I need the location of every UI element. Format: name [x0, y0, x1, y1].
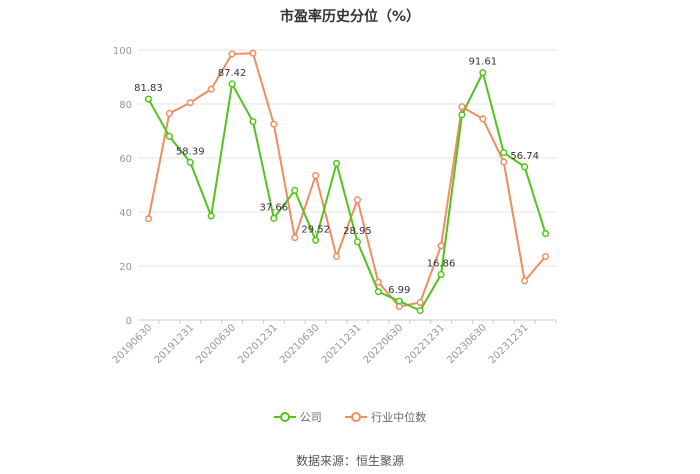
data-label: 37.66: [260, 202, 289, 213]
data-source-note: 数据来源：恒生聚源: [295, 454, 404, 468]
data-point: [312, 236, 320, 244]
data-point: [500, 149, 508, 157]
data-point: [395, 297, 403, 305]
data-label: 16.86: [427, 258, 456, 269]
data-point: [353, 196, 362, 204]
data-labels: 81.83 58.39 87.42 37.66 29.52 28.95 6.99 16.86 9…: [134, 57, 539, 296]
series-lines: [147, 52, 547, 312]
data-point: [249, 118, 257, 126]
series-line-1: [147, 52, 547, 308]
grid-lines: [138, 49, 556, 267]
x-tick-label: 20221231: [403, 322, 447, 366]
data-point: [144, 215, 152, 223]
x-tick-label: 20211231: [320, 322, 364, 366]
x-tick-label: 20220630: [362, 322, 406, 366]
data-point: [207, 212, 215, 220]
data-point: [270, 120, 278, 128]
data-point: [270, 214, 278, 222]
data-point: [291, 234, 299, 242]
data-point: [500, 158, 508, 166]
data-point: [228, 50, 236, 58]
data-point: [416, 307, 424, 315]
legend-item-company[interactable]: 公司: [273, 409, 322, 425]
data-label: 6.99: [388, 285, 410, 296]
data-point: [186, 158, 194, 166]
x-tick-label: 20230630: [445, 322, 489, 366]
legend-swatch-industry-median: [345, 411, 368, 423]
legend-item-industry-median[interactable]: 行业中位数: [345, 409, 426, 425]
x-tick-label: 20191231: [153, 322, 197, 366]
data-point: [521, 163, 529, 171]
x-tick-label: 20190630: [111, 322, 155, 366]
x-tick-label: 20210630: [278, 322, 322, 366]
data-point: [207, 85, 215, 93]
data-label: 91.61: [469, 57, 498, 68]
y-tick-label: 100: [113, 46, 132, 57]
data-point: [333, 252, 341, 261]
data-label: 58.39: [176, 146, 205, 157]
data-point: [437, 270, 445, 279]
data-point: [542, 252, 550, 261]
data-label: 29.52: [301, 224, 330, 235]
data-label: 56.74: [510, 151, 539, 162]
data-point: [458, 111, 466, 119]
x-tick-label: 20200630: [194, 322, 238, 366]
y-tick-label: 20: [119, 262, 132, 273]
data-point: [479, 115, 487, 123]
series-points: [144, 49, 550, 315]
data-point: [144, 95, 152, 103]
x-tick-label: 20231231: [487, 322, 531, 366]
data-point: [374, 288, 382, 296]
legend-label-company: 公司: [299, 411, 322, 424]
data-point: [521, 277, 529, 285]
data-point: [353, 238, 362, 246]
y-tick-label: 80: [119, 100, 132, 111]
data-point: [374, 278, 382, 286]
data-point: [437, 242, 445, 250]
legend-swatch-company: [273, 411, 296, 423]
data-label: 28.95: [343, 226, 372, 237]
data-point: [542, 230, 550, 238]
legend: 公司 行业中位数: [0, 409, 700, 426]
chart-title: 市盈率历史分位（%）: [279, 9, 421, 25]
data-label: 81.83: [134, 83, 163, 94]
data-point: [249, 49, 257, 57]
y-tick-label: 0: [126, 316, 132, 327]
data-point: [165, 132, 173, 140]
data-point: [228, 80, 236, 88]
y-tick-label: 60: [119, 154, 132, 165]
data-label: 87.42: [218, 68, 247, 79]
data-point: [312, 172, 320, 180]
data-point: [186, 99, 194, 107]
x-tick-label: 20201231: [236, 322, 280, 366]
y-tick-label: 40: [119, 208, 132, 219]
series-line-0: [147, 71, 547, 312]
data-point: [291, 186, 299, 194]
legend-label-industry-median: 行业中位数: [371, 411, 427, 424]
data-point: [165, 109, 173, 117]
data-point: [333, 159, 341, 167]
line-chart: 0 20 40 60 80 100 2019063020191231202006302020…: [111, 46, 557, 366]
data-point: [479, 69, 487, 77]
data-point: [458, 103, 466, 111]
data-point: [416, 298, 424, 307]
